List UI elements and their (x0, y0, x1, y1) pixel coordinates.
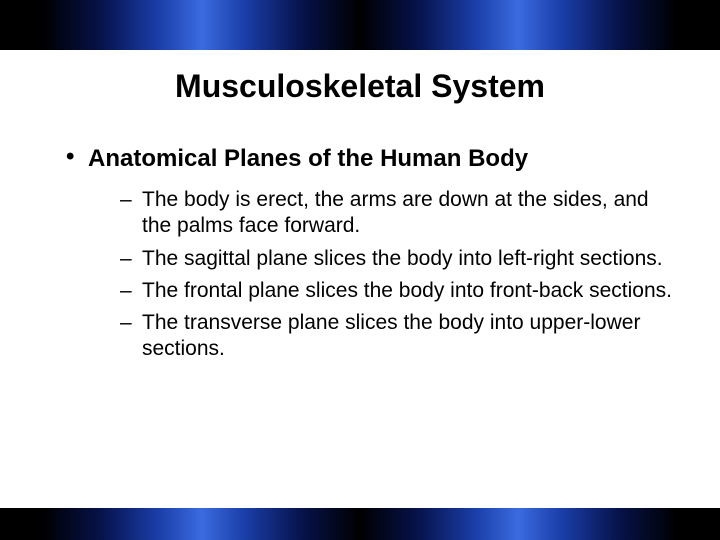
slide-title: Musculoskeletal System (40, 68, 680, 105)
bullet-level2: The frontal plane slices the body into f… (120, 278, 680, 304)
slide: Musculoskeletal System Anatomical Planes… (0, 0, 720, 540)
bullet-level2: The transverse plane slices the body int… (120, 310, 680, 363)
slide-content: Musculoskeletal System Anatomical Planes… (0, 50, 720, 508)
sub-bullet-list: The body is erect, the arms are down at … (120, 187, 680, 363)
bullet-level2: The body is erect, the arms are down at … (120, 187, 680, 240)
bullet-level1: Anatomical Planes of the Human Body (66, 145, 680, 173)
top-decorative-bar (0, 0, 720, 50)
bottom-decorative-bar (0, 508, 720, 540)
bullet-level2: The sagittal plane slices the body into … (120, 246, 680, 272)
